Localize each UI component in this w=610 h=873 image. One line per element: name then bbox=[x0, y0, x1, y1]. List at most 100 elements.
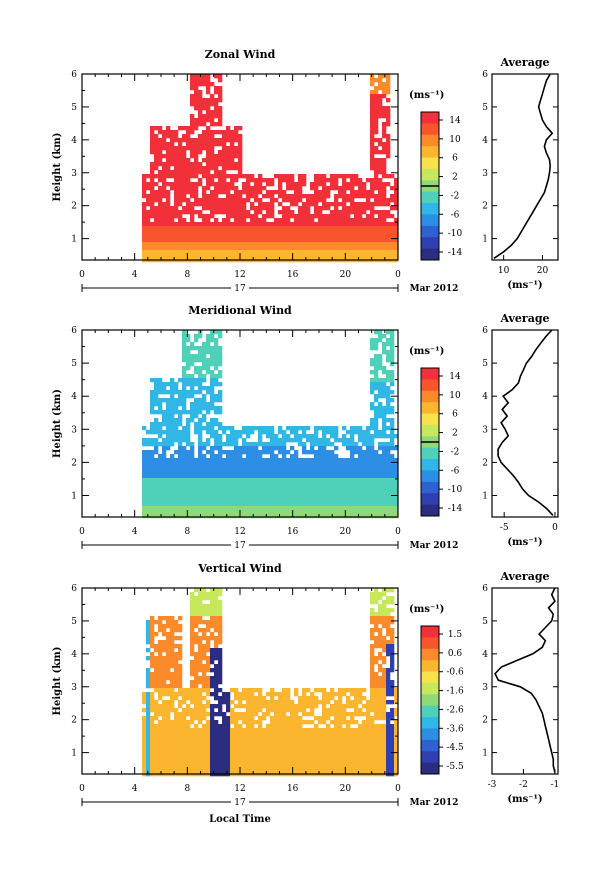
y-tick-label: 5 bbox=[71, 617, 77, 627]
day-label: 17 bbox=[234, 284, 246, 294]
y-tick-label: 1 bbox=[71, 749, 77, 759]
day-label-bg bbox=[231, 540, 249, 550]
y-tick-label: 1 bbox=[71, 491, 77, 501]
colorbar-swatch bbox=[421, 134, 439, 147]
date-label: Mar 2012 bbox=[410, 798, 459, 808]
colorbar-tick-label: -6 bbox=[451, 210, 460, 220]
colorbar-tick-label: 6 bbox=[452, 154, 458, 164]
colorbar-tick-label: 10 bbox=[449, 135, 461, 145]
x-tick-label: 8 bbox=[184, 270, 190, 280]
x-tick-label: 16 bbox=[287, 527, 299, 537]
colorbar-swatch bbox=[421, 424, 439, 437]
x-tick-label: 4 bbox=[132, 527, 138, 537]
colorbar-swatch bbox=[421, 739, 439, 752]
y-tick-label: 3 bbox=[71, 425, 77, 435]
colorbar-swatch bbox=[421, 762, 439, 775]
x-tick-label: 16 bbox=[287, 270, 299, 280]
y-tick-label: 4 bbox=[71, 392, 77, 402]
y-axis-label: Height (km) bbox=[52, 133, 63, 202]
profile-y-tick-label: 6 bbox=[482, 70, 488, 80]
profile-line bbox=[497, 329, 554, 516]
colorbar-swatch bbox=[421, 402, 439, 414]
x-tick-label: 0 bbox=[395, 527, 401, 537]
colorbar-swatch bbox=[421, 481, 439, 494]
colorbar-swatch bbox=[421, 648, 439, 661]
colorbar-tick-label: -2 bbox=[451, 191, 460, 201]
colorbar-tick-label: 1.5 bbox=[448, 630, 463, 640]
profile-x-tick-label: -1 bbox=[550, 780, 559, 790]
colorbar-tick-label: -6 bbox=[451, 466, 460, 476]
colorbar-swatch bbox=[421, 390, 439, 403]
profile-frame bbox=[491, 329, 559, 518]
profile-y-tick-label: 1 bbox=[482, 749, 488, 759]
profile-line bbox=[493, 73, 554, 260]
day-label: 17 bbox=[234, 798, 246, 808]
colorbar-swatch bbox=[421, 225, 439, 238]
profile-x-tick-label: -5 bbox=[500, 523, 509, 533]
x-tick-label: 20 bbox=[340, 270, 352, 280]
colorbar-tick-label: -2 bbox=[451, 447, 460, 457]
colorbar-swatch bbox=[421, 626, 439, 638]
x-tick-label: 0 bbox=[79, 784, 85, 794]
profile-y-tick-label: 5 bbox=[482, 103, 488, 113]
colorbar-swatch bbox=[421, 682, 439, 695]
x-tick-label: 12 bbox=[234, 527, 245, 537]
panel-1 bbox=[81, 329, 559, 550]
heatmap-field bbox=[142, 74, 399, 263]
y-tick-label: 5 bbox=[71, 103, 77, 113]
y-tick-label: 4 bbox=[71, 650, 77, 660]
day-label: 17 bbox=[234, 541, 246, 551]
colorbar-tick-label: 14 bbox=[449, 116, 461, 126]
profile-title: Average bbox=[499, 56, 549, 69]
colorbar-swatch bbox=[421, 660, 439, 672]
colorbar-tick-label: 0.6 bbox=[448, 649, 463, 659]
profile-y-tick-label: 3 bbox=[482, 169, 488, 179]
profile-line bbox=[494, 587, 556, 773]
y-tick-label: 2 bbox=[71, 716, 77, 726]
colorbar-tick-label: 14 bbox=[449, 372, 461, 382]
profile-y-tick-label: 5 bbox=[482, 359, 488, 369]
colorbar-swatch bbox=[421, 146, 439, 158]
profile-x-tick-label: 20 bbox=[537, 266, 549, 276]
day-label-bg bbox=[231, 283, 249, 293]
y-tick-label: 3 bbox=[71, 683, 77, 693]
colorbar-swatch bbox=[421, 413, 439, 426]
colorbar-tick-label: -1.6 bbox=[446, 687, 464, 697]
colorbar-swatch bbox=[421, 493, 439, 506]
colorbar-tick-label: -10 bbox=[448, 229, 463, 239]
profile-y-tick-label: 4 bbox=[482, 136, 488, 146]
profile-y-tick-label: 6 bbox=[482, 584, 488, 594]
colorbar-tick-label: 2 bbox=[452, 429, 458, 439]
colorbar-swatch bbox=[421, 717, 439, 729]
colorbar-swatch bbox=[421, 447, 439, 460]
profile-y-tick-label: 2 bbox=[482, 458, 488, 468]
profile-y-tick-label: 5 bbox=[482, 617, 488, 627]
y-axis-label: Height (km) bbox=[52, 647, 63, 716]
x-tick-label: 4 bbox=[132, 784, 138, 794]
colorbar-unit: (ms⁻¹) bbox=[409, 604, 444, 615]
colorbar-swatch bbox=[421, 751, 439, 764]
colorbar-tick-label: -14 bbox=[448, 248, 463, 258]
x-tick-label: 16 bbox=[287, 784, 299, 794]
colorbar-swatch bbox=[421, 705, 439, 718]
profile-y-tick-label: 3 bbox=[482, 425, 488, 435]
chart-title: Vertical Wind bbox=[197, 562, 282, 575]
colorbar-swatch bbox=[421, 248, 439, 261]
y-tick-label: 4 bbox=[71, 136, 77, 146]
colorbar-tick-label: 6 bbox=[452, 410, 458, 420]
y-tick-label: 6 bbox=[71, 70, 77, 80]
colorbar-frame bbox=[420, 625, 440, 775]
colorbar-tick-label: -4.5 bbox=[446, 743, 464, 753]
colorbar-tick-label: -10 bbox=[448, 485, 463, 495]
heatmap-field bbox=[142, 330, 399, 519]
y-tick-label: 6 bbox=[71, 326, 77, 336]
colorbar-swatch bbox=[421, 459, 439, 471]
colorbar-swatch bbox=[421, 504, 439, 517]
profile-x-tick-label: -3 bbox=[488, 780, 497, 790]
y-tick-label: 6 bbox=[71, 584, 77, 594]
x-tick-label: 0 bbox=[79, 270, 85, 280]
colorbar-swatch bbox=[421, 157, 439, 170]
colorbar-swatch bbox=[421, 123, 439, 136]
profile-frame bbox=[491, 73, 559, 261]
x-tick-label: 0 bbox=[395, 270, 401, 280]
